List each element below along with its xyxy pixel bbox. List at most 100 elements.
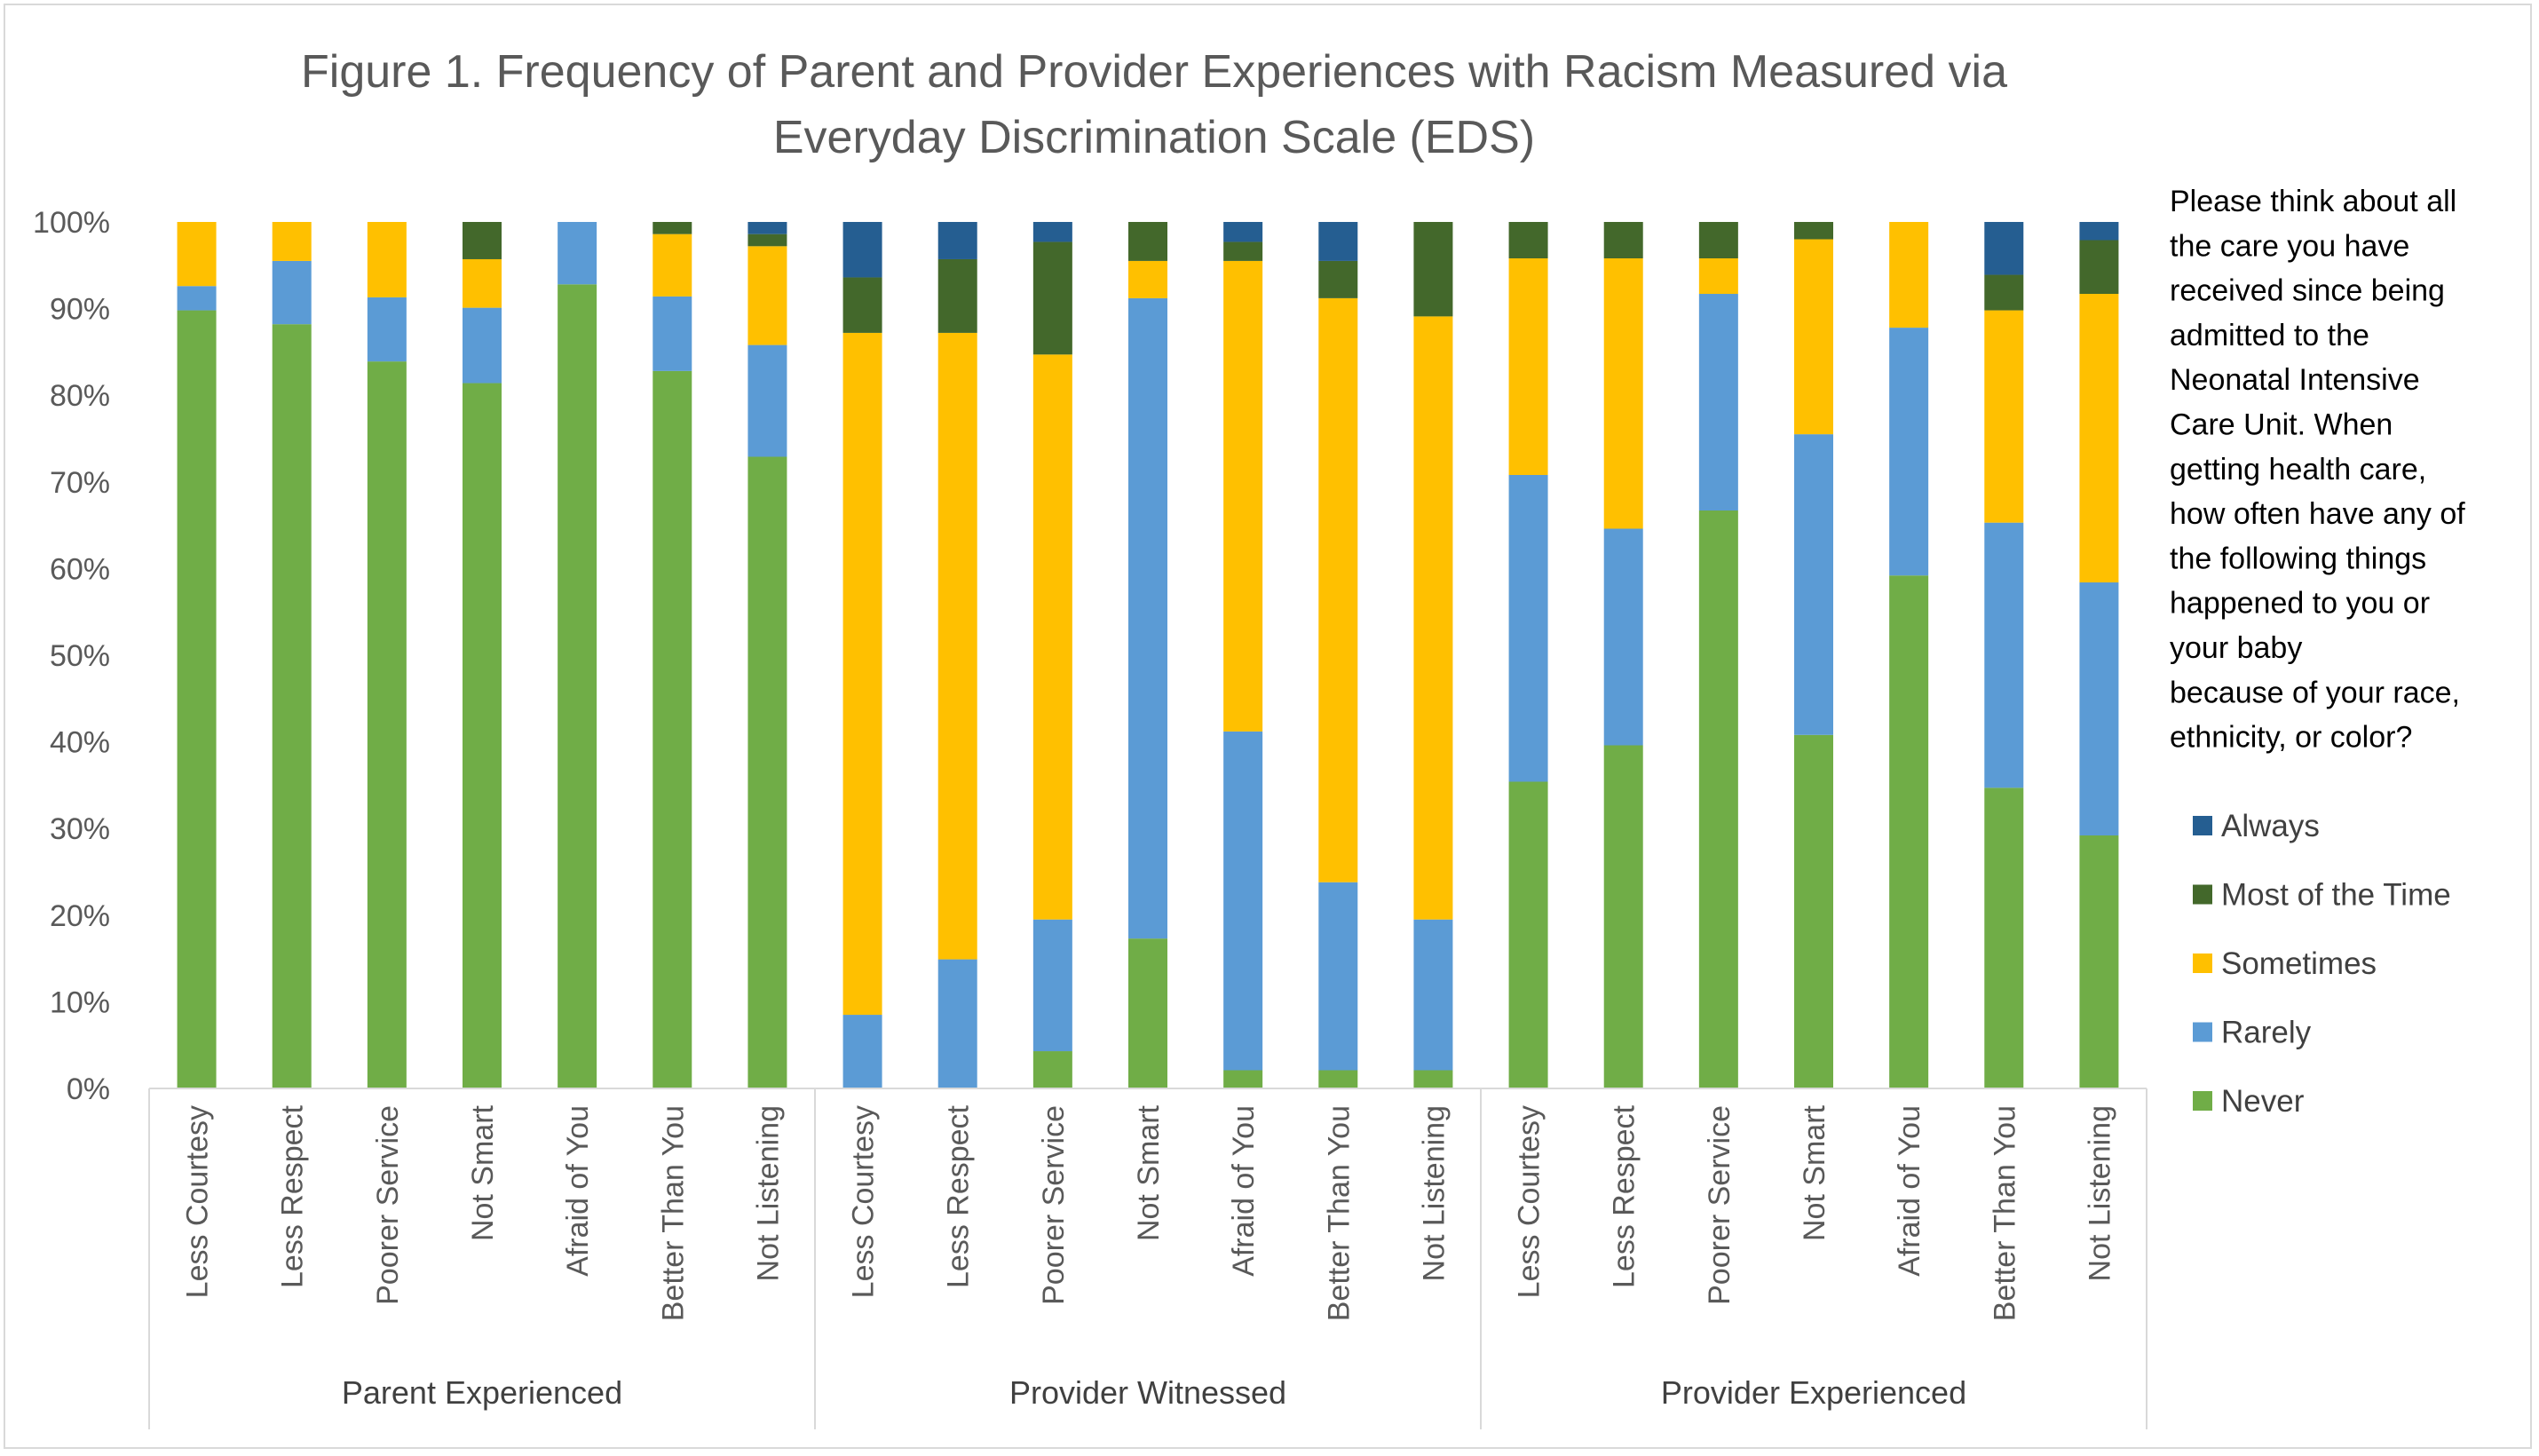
bar-segment-rarely [1698, 294, 1738, 511]
legend-swatch [2193, 884, 2212, 905]
legend-note-line: because of your race, [2170, 676, 2460, 709]
bar-segment-rarely [177, 286, 217, 311]
bar-segment-rarely [367, 297, 407, 362]
x-group-label: Parent Experienced [342, 1374, 622, 1411]
x-category-label: Better Than You [656, 1105, 690, 1321]
bar-segment-rarely [1794, 434, 1833, 735]
bar-segment-always [1318, 222, 1358, 261]
x-category-label: Poorer Service [1037, 1105, 1071, 1305]
x-category-label: Not Smart [1798, 1104, 1831, 1241]
y-tick-label: 0% [67, 1072, 110, 1106]
y-tick-label: 20% [50, 899, 110, 933]
bar-segment-sometimes [2079, 294, 2119, 583]
bar-segment-always [1223, 222, 1263, 242]
bar-segment-never [1794, 734, 1833, 1088]
bar-segment-never [367, 361, 407, 1088]
chart-title-line: Figure 1. Frequency of Parent and Provid… [301, 46, 2007, 98]
y-tick-label: 100% [33, 206, 110, 240]
bar-segment-most-of-the-time [2079, 240, 2119, 295]
bar-segment-sometimes [937, 332, 977, 960]
bar-segment-sometimes [1318, 297, 1358, 882]
bar-segment-most-of-the-time [463, 222, 502, 259]
bar-segment-always [747, 222, 787, 234]
y-tick-label: 80% [50, 379, 110, 413]
bar-segment-sometimes [1889, 222, 1929, 328]
x-category-label: Not Listening [751, 1105, 785, 1281]
bar-segment-rarely [1508, 474, 1548, 782]
bar-segment-never [1032, 1051, 1072, 1088]
legend-label: Rarely [2221, 1016, 2312, 1050]
bar-segment-most-of-the-time [1032, 241, 1072, 355]
x-axis-groups: Parent Experienced Provider Witnessed Prov… [342, 1374, 1966, 1411]
y-axis: 0% 10% 20% 30% 40% 50% 60% 70% 80% 90% 100% [33, 206, 110, 1106]
y-tick-label: 60% [50, 552, 110, 586]
bar-segment-sometimes [1223, 260, 1263, 732]
bar-segment-never [1603, 745, 1643, 1088]
bar-segment-sometimes [367, 222, 407, 297]
legend-label: Always [2221, 809, 2320, 843]
chart-title-line: Everyday Discrimination Scale (EDS) [773, 112, 1535, 163]
bar-segment-always [937, 222, 977, 259]
legend-label: Never [2221, 1084, 2305, 1119]
bar-segment-sometimes [177, 222, 217, 287]
legend-note-line: received since being [2170, 274, 2445, 308]
bar-segment-always [2079, 222, 2119, 241]
x-category-label: Better Than You [1988, 1105, 2021, 1321]
x-category-label: Not Smart [466, 1104, 500, 1241]
x-group-label: Provider Experienced [1661, 1374, 1966, 1411]
bar-segment-rarely [1603, 528, 1643, 746]
bar-segment-most-of-the-time [1128, 222, 1167, 261]
x-category-label: Less Respect [1608, 1104, 1641, 1288]
legend-note-line: how often have any of [2170, 497, 2465, 531]
legend-swatch [2193, 816, 2212, 835]
bar-segment-most-of-the-time [1603, 222, 1643, 258]
bar-segment-rarely [1318, 882, 1358, 1071]
bar-segment-never [558, 284, 597, 1089]
bar-segment-most-of-the-time [937, 258, 977, 333]
x-category-label: Less Courtesy [847, 1105, 881, 1298]
legend-swatch [2193, 1091, 2212, 1111]
x-category-label: Afraid of You [561, 1105, 595, 1277]
bar-segment-most-of-the-time [1318, 260, 1358, 298]
bar-segment-sometimes [272, 222, 312, 261]
bar-segment-never [1318, 1070, 1358, 1088]
bar-segment-rarely [1032, 919, 1072, 1052]
bar-segment-rarely [1413, 919, 1453, 1071]
x-category-label: Poorer Service [1703, 1105, 1736, 1305]
bar-segment-rarely [463, 307, 502, 384]
y-tick-label: 10% [50, 985, 110, 1019]
x-category-label: Afraid of You [1227, 1105, 1261, 1277]
legend-note-line: Care Unit. When [2170, 408, 2393, 442]
x-axis-categories: Less Courtesy Less Respect Poorer Service N… [181, 1104, 2117, 1321]
bar-segment-never [1223, 1070, 1263, 1088]
bar-segment-most-of-the-time [1413, 222, 1453, 317]
bar-segment-rarely [2079, 582, 2119, 836]
bar-segment-sometimes [747, 246, 787, 345]
bar-segment-sometimes [463, 258, 502, 308]
legend-label: Sometimes [2221, 946, 2377, 981]
bar-segment-sometimes [1508, 257, 1548, 475]
bar-segment-never [272, 324, 312, 1089]
bar-segment-sometimes [1984, 310, 2024, 523]
bar-segment-most-of-the-time [1223, 241, 1263, 261]
legend-note-line: the care you have [2170, 229, 2409, 263]
bar-segment-never [1889, 575, 1929, 1088]
bar-segment-rarely [937, 959, 977, 1088]
legend-note-line: admitted to the [2170, 319, 2369, 352]
bar-segment-always [1032, 222, 1072, 242]
x-axis [148, 1088, 2147, 1429]
bar-segment-most-of-the-time [1508, 222, 1548, 258]
x-category-label: Poorer Service [371, 1105, 405, 1305]
bar-segment-sometimes [653, 233, 692, 297]
legend-note-line: getting health care, [2170, 453, 2426, 487]
legend-label: Most of the Time [2221, 878, 2451, 913]
bar-segment-never [1413, 1070, 1453, 1088]
bar-segment-rarely [1889, 328, 1929, 576]
x-category-label: Less Courtesy [1513, 1105, 1546, 1298]
y-tick-label: 40% [50, 726, 110, 760]
bar-segment-sometimes [1128, 260, 1167, 298]
x-category-label: Not Smart [1132, 1104, 1166, 1241]
x-category-label: Less Respect [276, 1104, 310, 1288]
bar-segment-most-of-the-time [842, 277, 882, 333]
